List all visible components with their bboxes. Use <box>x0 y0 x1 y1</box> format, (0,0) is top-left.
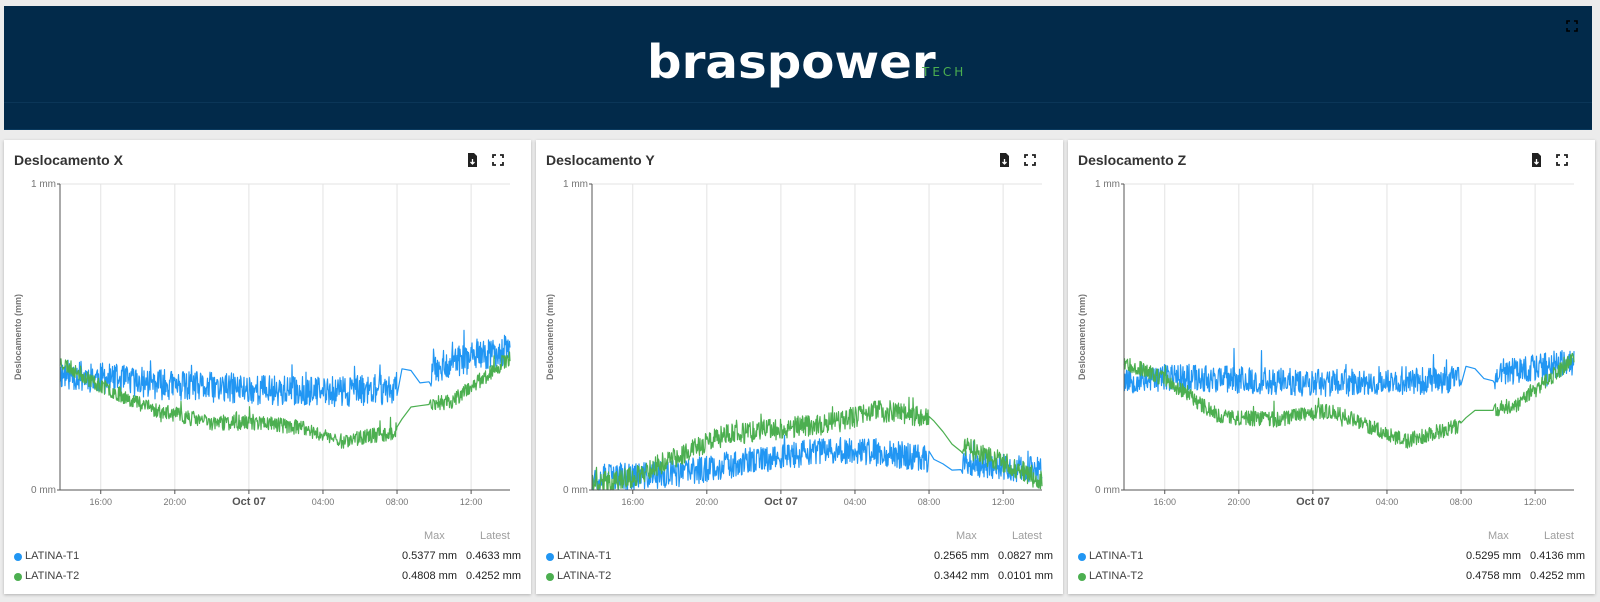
fullscreen-icon[interactable] <box>1022 152 1038 168</box>
series-line-latina-t2 <box>591 396 1043 491</box>
legend-series-name: LATINA-T2 <box>557 570 612 582</box>
y-tick-label: 1 mm <box>563 179 588 190</box>
fullscreen-icon[interactable] <box>490 152 506 168</box>
legend-color-dot <box>14 573 22 581</box>
legend-latest-value: 0.0827 mm <box>997 550 1053 562</box>
legend-max-value: 0.2565 mm <box>933 550 989 562</box>
series-line-latina-t2 <box>59 351 511 449</box>
legend-header-max: Max <box>956 530 977 542</box>
x-tick-label: 08:00 <box>1450 497 1473 507</box>
y-tick-label: 0 mm <box>1095 485 1120 496</box>
legend-color-dot <box>546 573 554 581</box>
x-tick-label: 12:00 <box>1524 497 1547 507</box>
y-axis-label: Deslocamento (mm) <box>1077 294 1087 380</box>
series-line-latina-t1 <box>59 329 511 408</box>
series-line-latina-t2 <box>1123 352 1575 449</box>
export-icon[interactable] <box>996 152 1012 168</box>
legend-series-name: LATINA-T1 <box>557 550 612 562</box>
legend-max-value: 0.5377 mm <box>401 550 457 562</box>
x-tick-label: Oct 07 <box>1296 496 1330 508</box>
legend-latest-value: 0.4136 mm <box>1529 550 1585 562</box>
legend-header-latest: Latest <box>480 530 510 542</box>
x-tick-label: 04:00 <box>844 497 867 507</box>
legend-series-name: LATINA-T1 <box>1089 550 1144 562</box>
legend-color-dot <box>1078 573 1086 581</box>
legend-item-latina-t2[interactable]: LATINA-T2 0.3442 mm 0.0101 mm <box>546 569 1053 585</box>
x-tick-label: Oct 07 <box>232 496 266 508</box>
x-tick-label: 20:00 <box>1228 497 1251 507</box>
y-tick-label: 1 mm <box>1095 179 1120 190</box>
chart-title: Deslocamento Y <box>546 152 655 168</box>
y-axis-label: Deslocamento (mm) <box>13 294 23 380</box>
export-icon[interactable] <box>1528 152 1544 168</box>
header-divider <box>4 102 1592 103</box>
legend-header-max: Max <box>1488 530 1509 542</box>
legend-max-value: 0.4758 mm <box>1465 570 1521 582</box>
legend-item-latina-t2[interactable]: LATINA-T2 0.4808 mm 0.4252 mm <box>14 569 521 585</box>
chart-title: Deslocamento Z <box>1078 152 1187 168</box>
legend-item-latina-t1[interactable]: LATINA-T1 0.2565 mm 0.0827 mm <box>546 549 1053 565</box>
legend-max-value: 0.4808 mm <box>401 570 457 582</box>
line-chart: 1 mm 0 mm Deslocamento (mm) 16:00 20:00 Oct 0… <box>545 179 1043 508</box>
legend-latest-value: 0.4252 mm <box>1529 570 1585 582</box>
y-tick-label: 1 mm <box>31 179 56 190</box>
x-tick-label: 12:00 <box>460 497 483 507</box>
chart-title: Deslocamento X <box>14 152 123 168</box>
legend-max-value: 0.5295 mm <box>1465 550 1521 562</box>
x-tick-label: 04:00 <box>312 497 335 507</box>
legend-header-max: Max <box>424 530 445 542</box>
legend-latest-value: 0.4633 mm <box>465 550 521 562</box>
legend-max-value: 0.3442 mm <box>933 570 989 582</box>
x-tick-label: 08:00 <box>918 497 941 507</box>
x-tick-label: 16:00 <box>621 497 644 507</box>
line-chart: 1 mm 0 mm Deslocamento (mm) 16:00 20:00 Oct 0… <box>1077 179 1575 508</box>
legend-latest-value: 0.4252 mm <box>465 570 521 582</box>
line-chart: 1 mm 0 mm Deslocamento (mm) 16:00 20:00 Oct 0… <box>13 179 511 508</box>
series-line-latina-t1 <box>591 434 1043 491</box>
logo-tech-label: TECH <box>922 65 967 79</box>
braspower-logo: braspower TECH <box>647 36 963 88</box>
x-tick-label: 08:00 <box>386 497 409 507</box>
fullscreen-icon[interactable] <box>1566 20 1578 32</box>
legend-item-latina-t1[interactable]: LATINA-T1 0.5295 mm 0.4136 mm <box>1078 549 1585 565</box>
export-icon[interactable] <box>464 152 480 168</box>
dashboard-header: braspower TECH <box>4 6 1592 130</box>
legend-series-name: LATINA-T1 <box>25 550 80 562</box>
logo-wordmark: braspower <box>647 35 936 89</box>
legend-item-latina-t1[interactable]: LATINA-T1 0.5377 mm 0.4633 mm <box>14 549 521 565</box>
fullscreen-icon[interactable] <box>1554 152 1570 168</box>
legend-item-latina-t2[interactable]: LATINA-T2 0.4758 mm 0.4252 mm <box>1078 569 1585 585</box>
x-tick-label: 16:00 <box>89 497 112 507</box>
y-axis-label: Deslocamento (mm) <box>545 294 555 380</box>
legend-series-name: LATINA-T2 <box>1089 570 1144 582</box>
y-tick-label: 0 mm <box>31 485 56 496</box>
legend-series-name: LATINA-T2 <box>25 570 80 582</box>
x-tick-label: Oct 07 <box>764 496 798 508</box>
x-tick-label: 20:00 <box>696 497 719 507</box>
x-tick-label: 20:00 <box>164 497 187 507</box>
legend-color-dot <box>14 553 22 561</box>
legend-color-dot <box>1078 553 1086 561</box>
legend-latest-value: 0.0101 mm <box>997 570 1053 582</box>
x-tick-label: 12:00 <box>992 497 1015 507</box>
x-tick-label: 16:00 <box>1153 497 1176 507</box>
x-tick-label: 04:00 <box>1376 497 1399 507</box>
y-tick-label: 0 mm <box>563 485 588 496</box>
legend-color-dot <box>546 553 554 561</box>
series-line-latina-t1 <box>1123 347 1575 397</box>
legend-header-latest: Latest <box>1544 530 1574 542</box>
legend-header-latest: Latest <box>1012 530 1042 542</box>
